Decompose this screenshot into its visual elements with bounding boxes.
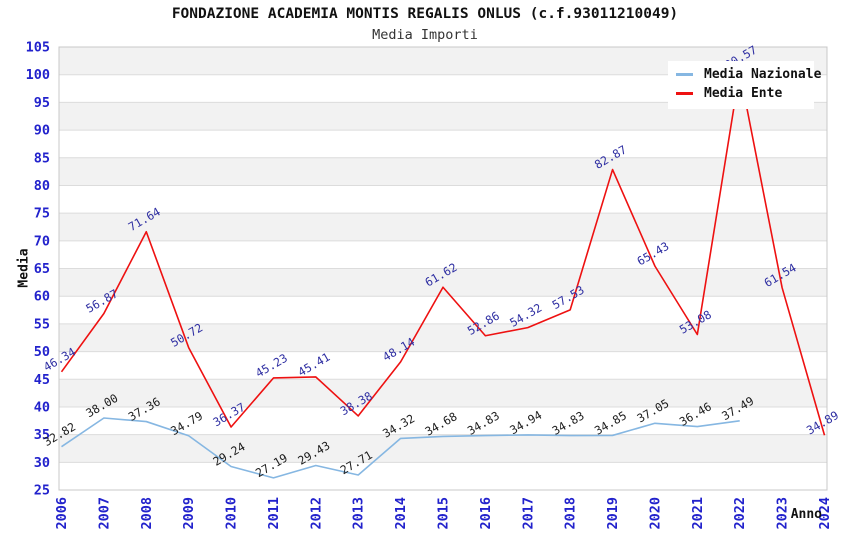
y-tick-label: 85 [34,150,50,166]
y-tick-label: 105 [26,40,50,56]
x-tick-label: 2008 [139,497,155,530]
data-label: 65.43 [634,239,671,268]
grid-band [59,213,827,241]
data-label: 34.79 [168,409,205,438]
y-tick-label: 30 [34,455,50,471]
x-tick-label: 2009 [181,497,197,530]
series-line-media-ente [60,70,826,436]
x-tick-label: 2018 [563,497,579,530]
x-axis-title: Anno [790,507,822,522]
x-tick-label: 2015 [436,497,452,530]
y-axis-title: Media [16,248,32,288]
x-tick-label: 2024 [817,497,833,530]
chart-title: FONDAZIONE ACADEMIA MONTIS REGALIS ONLUS… [171,6,679,22]
x-tick-label: 2016 [478,497,494,530]
data-label: 34.94 [507,408,544,437]
y-tick-label: 90 [34,123,50,139]
media-nazionale-swatch [676,73,693,76]
series-line-media-nazionale [61,417,740,479]
x-tick-label: 2021 [690,497,706,530]
data-label: 34.83 [550,408,587,437]
legend-item-media-nazionale: Media Nazionale [668,65,821,84]
legend-label: Media Ente [704,86,783,101]
data-label: 34.83 [465,408,502,437]
y-tick-label: 75 [34,206,50,222]
y-tick-label: 40 [34,399,50,415]
y-tick-label: 50 [34,344,50,360]
x-tick-label: 2022 [732,497,748,530]
grid-band [59,434,827,463]
y-tick-label: 55 [34,316,50,332]
x-tick-label: 2013 [351,497,367,530]
y-tick-label: 45 [34,372,50,388]
legend-label: Media Nazionale [704,67,822,82]
data-label: 34.89 [804,408,841,437]
x-tick-label: 2020 [647,497,663,530]
y-tick-label: 95 [34,95,50,111]
x-tick-label: 2017 [520,497,536,530]
y-tick-label: 65 [34,261,50,277]
y-tick-label: 70 [34,233,50,249]
legend: Media Nazionale Media Ente [668,61,821,109]
grid-band [59,379,827,407]
data-label: 34.85 [592,408,629,437]
grid-band [59,157,827,186]
grid-band [59,268,827,297]
x-tick-label: 2014 [393,497,409,530]
data-label: 45.23 [253,351,290,380]
x-tick-label: 2011 [266,497,282,530]
y-tick-label: 80 [34,178,50,194]
legend-item-media-ente: Media Ente [668,84,814,103]
x-tick-label: 2006 [54,497,70,530]
y-tick-label: 100 [26,67,50,83]
y-tick-label: 25 [34,483,50,499]
x-tick-label: 2012 [308,497,324,530]
plot-border [58,46,828,491]
x-tick-label: 2023 [775,497,791,530]
chart-subtitle: Media Importi [372,27,478,43]
y-tick-label: 60 [34,289,50,305]
y-tick-label: 35 [34,427,50,443]
data-label: 45.41 [295,350,332,379]
x-tick-label: 2007 [96,497,112,530]
media-ente-swatch [676,92,693,95]
x-tick-label: 2010 [224,497,240,530]
x-tick-label: 2019 [605,497,621,530]
